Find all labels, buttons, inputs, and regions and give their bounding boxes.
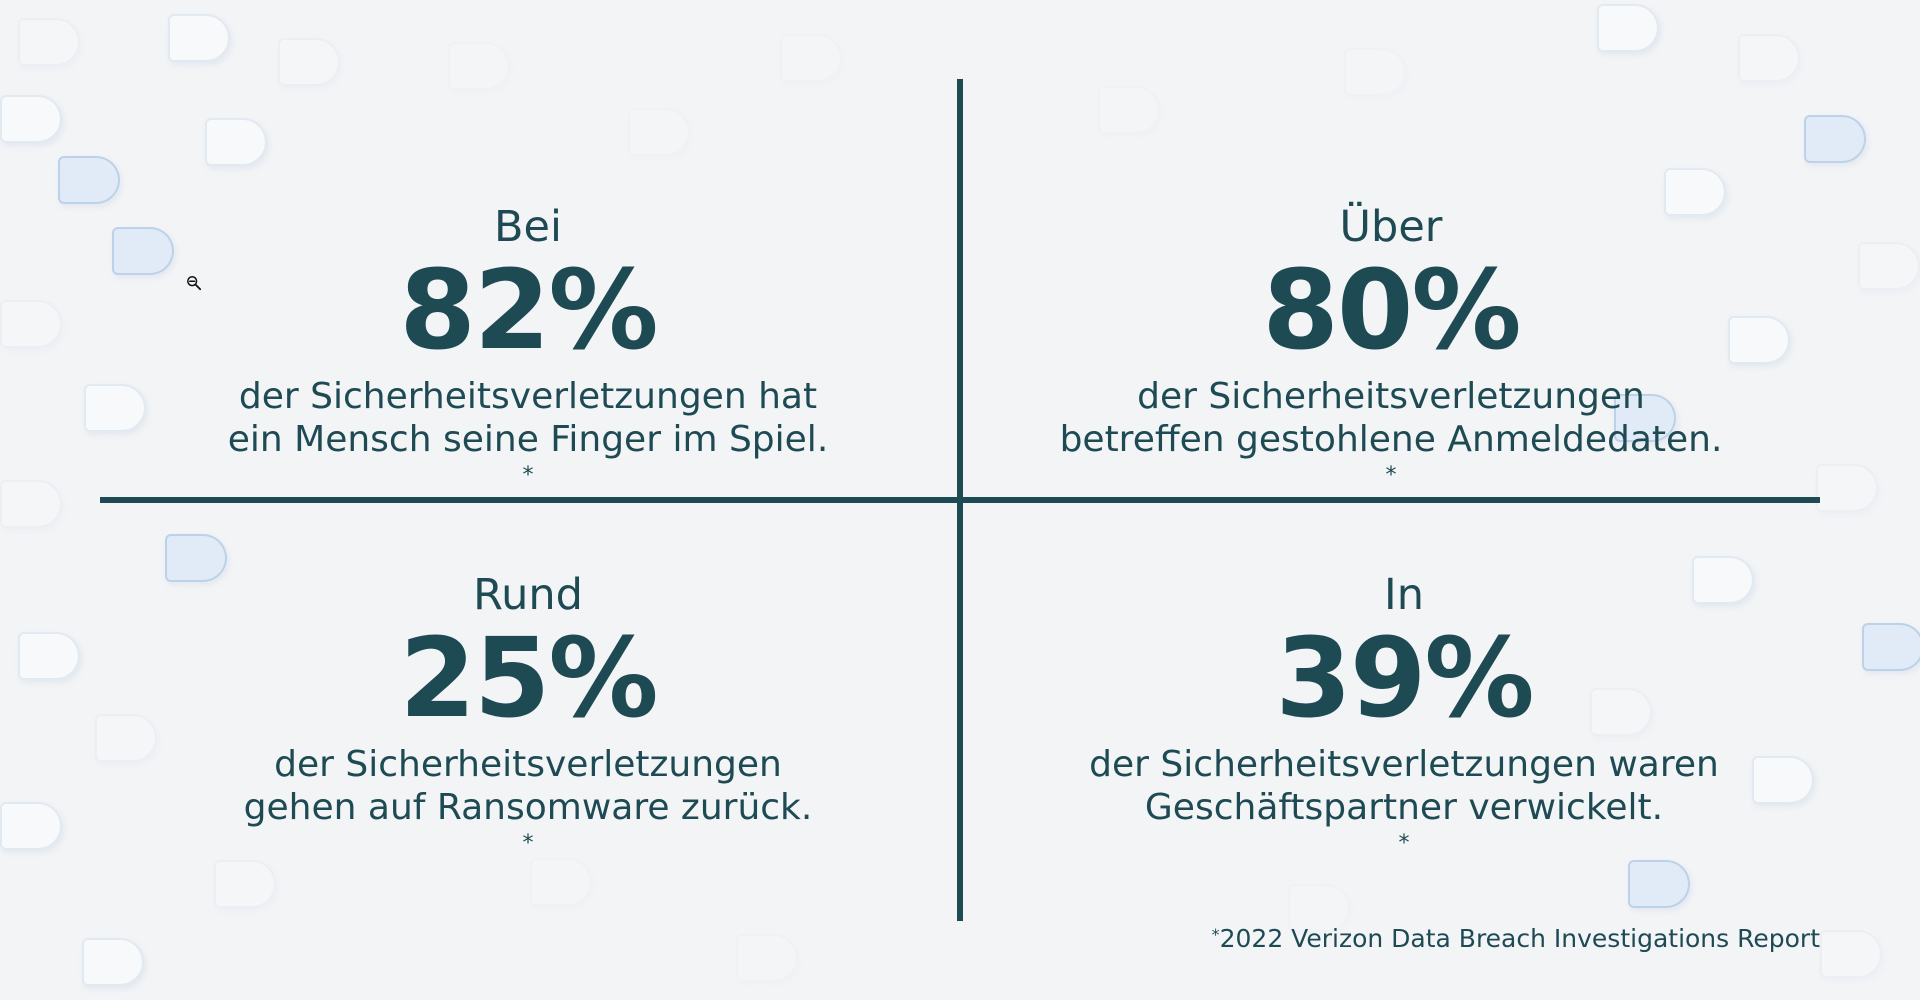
background-d-icon [18, 632, 80, 680]
stat-description-line-2: Geschäftspartner verwickelt. * [1024, 786, 1784, 872]
background-d-icon [1816, 464, 1878, 512]
footnote-marker: * [1211, 925, 1220, 944]
background-d-icon [84, 384, 146, 432]
stat-description: der Sicherheitsverletzungen gehen auf Ra… [148, 743, 908, 873]
stat-description-line-2: gehen auf Ransomware zurück. * [148, 786, 908, 872]
background-d-icon [1597, 4, 1659, 52]
background-d-icon [1344, 48, 1406, 96]
background-d-icon [112, 227, 174, 275]
background-d-icon [628, 108, 690, 156]
background-d-icon [1288, 884, 1350, 932]
background-d-icon [1804, 115, 1866, 163]
stat-description: der Sicherheitsverletzungen waren Geschä… [1024, 743, 1784, 873]
background-d-icon [1098, 86, 1160, 134]
background-d-icon [1820, 930, 1882, 978]
stat-description: der Sicherheitsverletzungen betreffen ge… [1011, 375, 1771, 505]
stat-block-bottom-left: Rund 25% der Sicherheitsverletzungen geh… [148, 574, 908, 873]
stat-description-line-2: betreffen gestohlene Anmeldedaten. * [1011, 418, 1771, 504]
zoom-out-icon [187, 276, 202, 291]
stat-description-line-1: der Sicherheitsverletzungen [1137, 376, 1645, 417]
source-footnote: *2022 Verizon Data Breach Investigations… [1212, 926, 1820, 951]
stat-description-line-2-text: ein Mensch seine Finger im Spiel. [227, 419, 829, 461]
stat-prefix: In [1384, 570, 1424, 620]
horizontal-divider [100, 497, 1820, 503]
stat-description-line-1: der Sicherheitsverletzungen hat [238, 376, 818, 417]
stat-value: 25% [399, 614, 658, 742]
footnote-marker: * [1398, 831, 1410, 857]
footnote-marker: * [1385, 463, 1397, 489]
stat-description: der Sicherheitsverletzungen hat ein Mens… [148, 375, 908, 505]
background-d-icon [1862, 623, 1920, 671]
stat-value: 80% [1262, 246, 1521, 374]
background-d-icon [205, 118, 267, 166]
background-d-icon [1692, 556, 1754, 604]
footnote-marker: * [522, 463, 534, 489]
background-d-icon [0, 300, 62, 348]
stat-description-line-2-text: gehen auf Ransomware zurück. [243, 787, 813, 829]
stat-block-top-left: Bei 82% der Sicherheitsverletzungen hat … [148, 206, 908, 505]
stat-description-line-2-text: Geschäftspartner verwickelt. [1144, 787, 1664, 829]
stat-prefix: Über [1339, 202, 1443, 252]
background-d-icon [530, 858, 592, 906]
background-d-icon [1664, 168, 1726, 216]
background-d-icon [1614, 394, 1676, 442]
stat-description-line-2: ein Mensch seine Finger im Spiel. * [148, 418, 908, 504]
background-d-icon [214, 860, 276, 908]
background-d-icon [168, 14, 230, 62]
background-d-icon [1628, 860, 1690, 908]
stat-value: 39% [1275, 614, 1534, 742]
background-d-icon [780, 34, 842, 82]
stat-value: 82% [399, 246, 658, 374]
background-d-icon [1728, 316, 1790, 364]
stat-prefix: Bei [494, 202, 562, 252]
background-d-icon [0, 802, 62, 850]
background-d-icon [95, 714, 157, 762]
stat-block-top-right: Über 80% der Sicherheitsverletzungen bet… [1011, 206, 1771, 505]
background-d-icon [58, 156, 120, 204]
background-d-icon [278, 38, 340, 86]
background-d-icon [448, 42, 510, 90]
background-d-icon [165, 534, 227, 582]
stat-prefix: Rund [473, 570, 583, 620]
stat-block-bottom-right: In 39% der Sicherheitsverletzungen waren… [1024, 574, 1784, 873]
background-d-icon [18, 18, 80, 66]
background-d-icon [0, 480, 62, 528]
background-d-icon [1858, 242, 1920, 290]
footnote-marker: * [522, 831, 534, 857]
background-d-icon [1738, 34, 1800, 82]
stat-description-line-1: der Sicherheitsverletzungen [274, 744, 782, 785]
background-d-icon [82, 938, 144, 986]
background-d-icon [1590, 688, 1652, 736]
source-footnote-text: 2022 Verizon Data Breach Investigations … [1219, 924, 1820, 953]
background-d-icon [1752, 756, 1814, 804]
stat-description-line-1: der Sicherheitsverletzungen waren [1089, 744, 1719, 785]
background-d-icon [736, 934, 798, 982]
background-d-icon [0, 95, 62, 143]
stat-description-line-2-text: betreffen gestohlene Anmeldedaten. [1059, 419, 1723, 461]
